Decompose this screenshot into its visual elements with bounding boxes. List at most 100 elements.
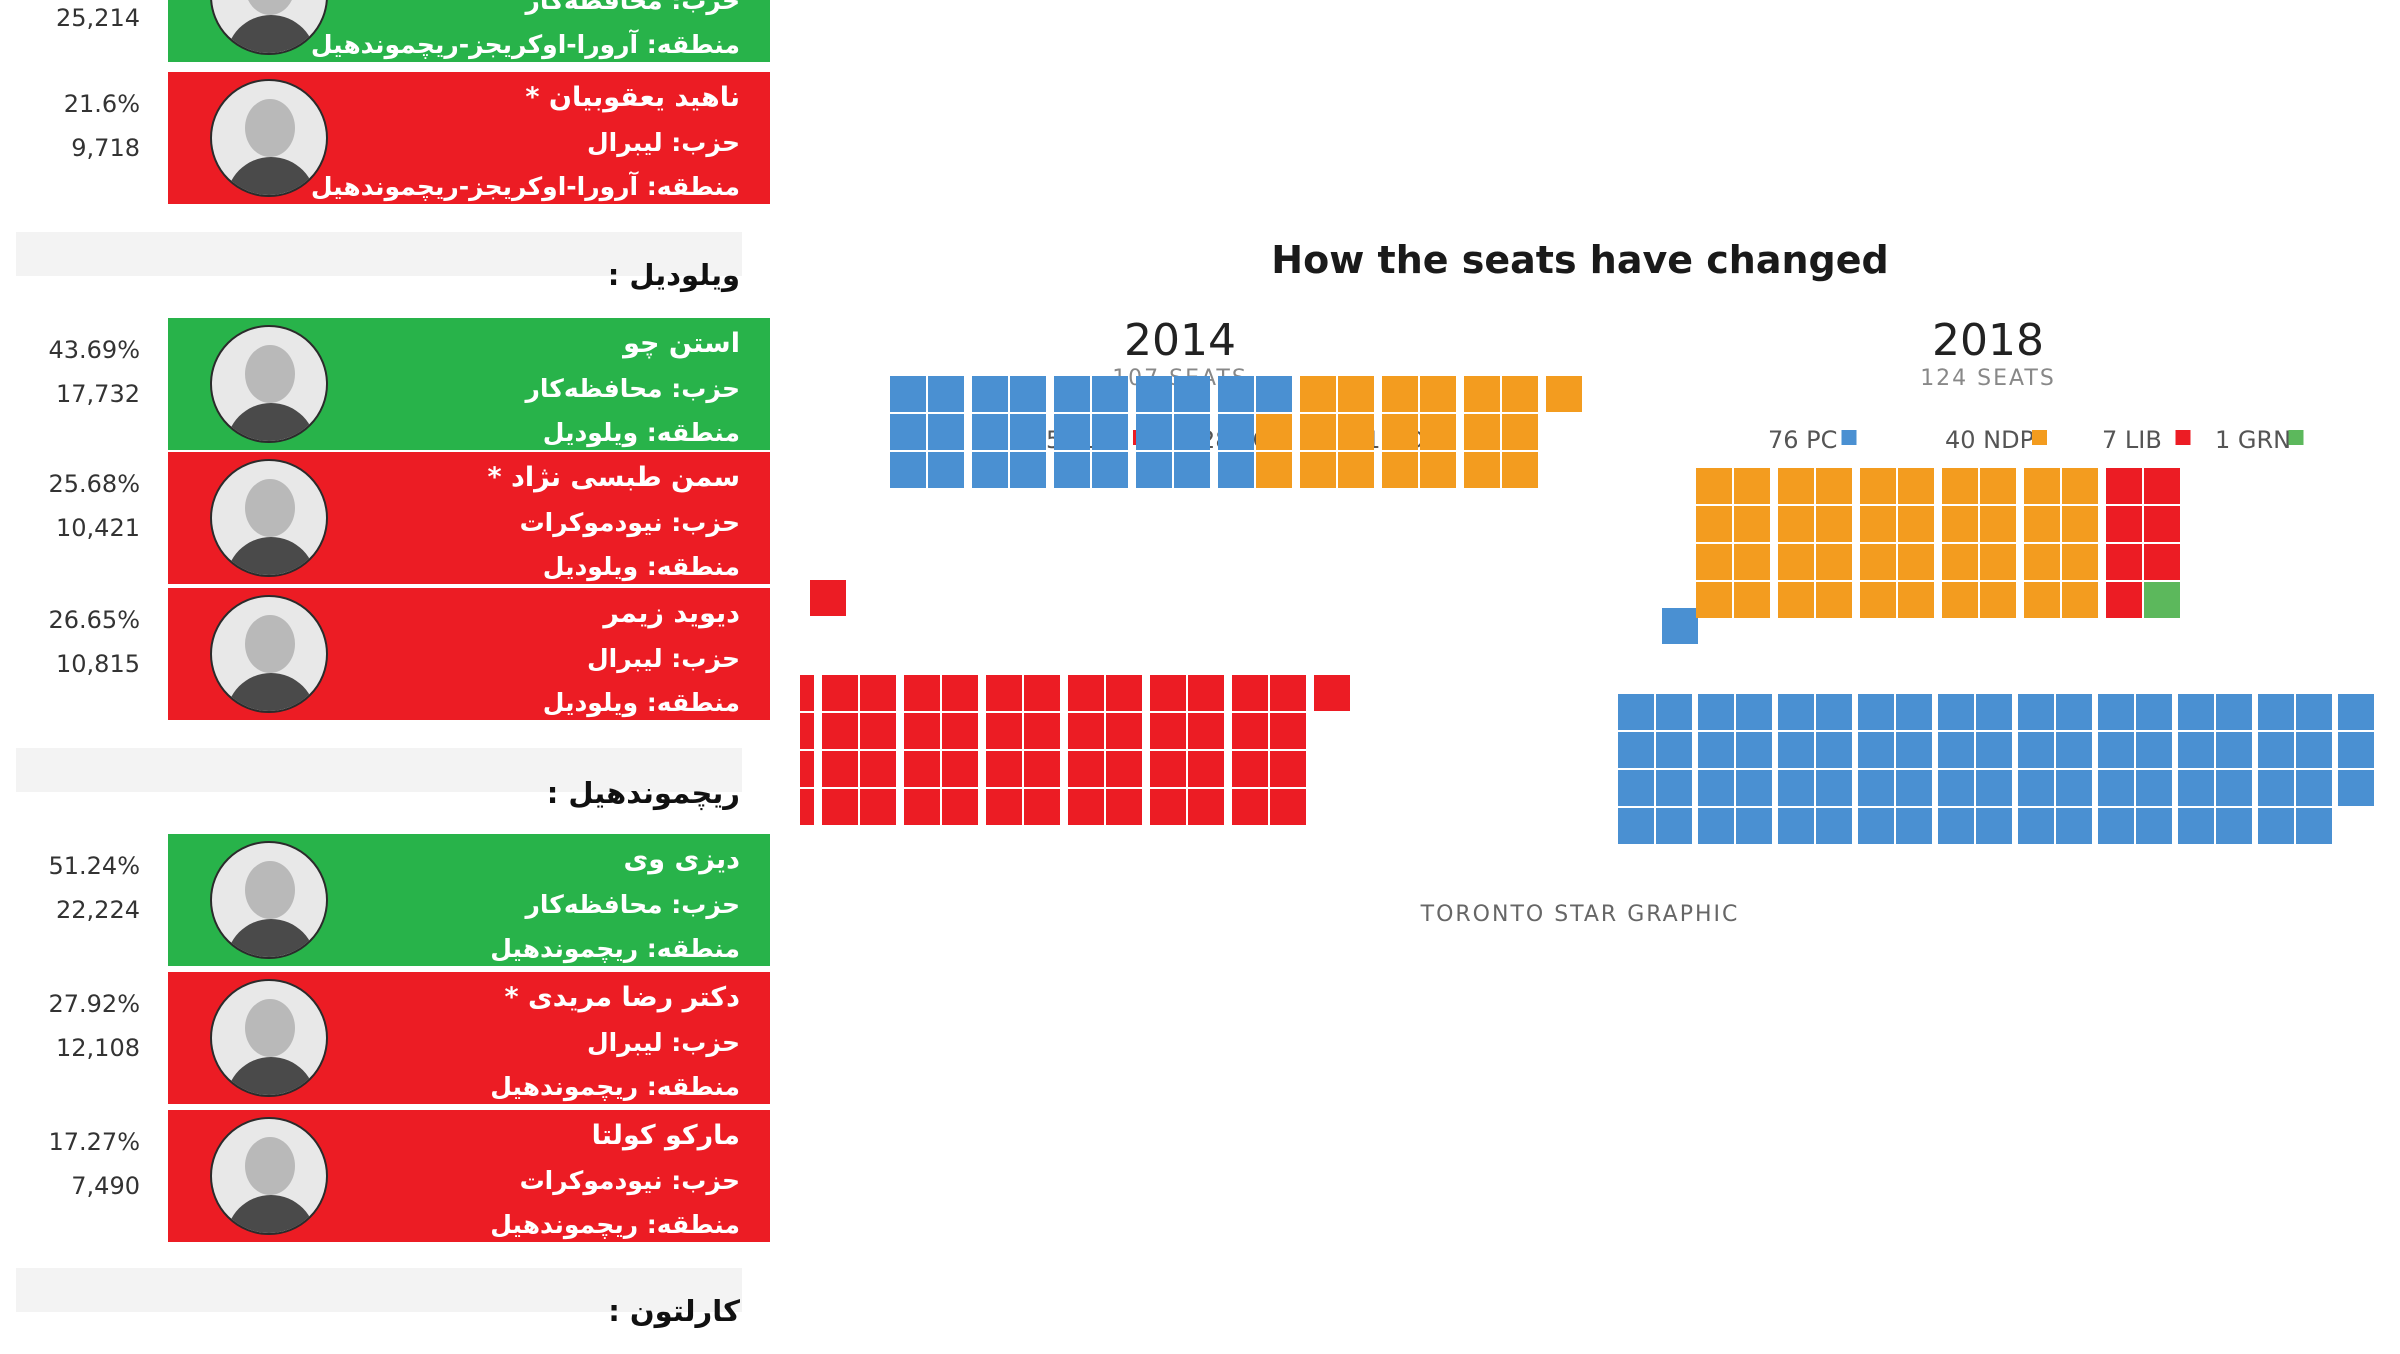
candidate-photo: [210, 325, 328, 443]
candidate-votes: 10,421: [56, 514, 140, 542]
seat-square: [1656, 770, 1692, 806]
seat-square: [2018, 694, 2054, 730]
candidate-party: حزب: لیبرال: [586, 1028, 740, 1057]
seat-square: [1270, 751, 1306, 787]
seat-chart: How the seats have changed TORONTO STAR …: [740, 0, 2400, 1350]
seat-square: [1778, 468, 1814, 504]
candidate-name: دیزی وی: [623, 844, 740, 875]
seat-square: [2144, 506, 2180, 542]
seat-square: [2258, 770, 2294, 806]
candidate-card[interactable]: دیوید زیمر حزب: لیبرال منطقه: ویلودیل: [168, 588, 770, 720]
seat-square: [890, 376, 926, 412]
candidate-card[interactable]: ناهید یعقوبیان * حزب: لیبرال منطقه: آرورا-…: [168, 72, 770, 204]
seat-square: [1778, 506, 1814, 542]
seat-square: [2056, 770, 2092, 806]
seat-square: [1010, 376, 1046, 412]
seat-square: [1338, 414, 1374, 450]
district-header: ویلودیل :: [607, 258, 740, 292]
seat-square: [1734, 582, 1770, 618]
seat-square: [2106, 544, 2142, 580]
seat-square: [1010, 452, 1046, 488]
seat-square: [1942, 468, 1978, 504]
chart-subtitle: 124 SEATS: [1920, 366, 2056, 391]
seat-square: [2296, 694, 2332, 730]
seat-square: [928, 414, 964, 450]
candidate-party: حزب: محافظه‌کار: [525, 890, 740, 919]
candidate-card[interactable]: دکتر رضا مریدی * حزب: لیبرال منطقه: ریچمون…: [168, 972, 770, 1104]
seat-square: [1420, 452, 1456, 488]
seat-square: [1976, 808, 2012, 844]
results-panel: 25,214 حزب: محافظه‌کار منطقه: آرورا-اوکر…: [0, 0, 780, 1350]
candidate-row: 25.68% 10,421 سمن طبسی نژاد * حزب: نیودموکر…: [0, 452, 780, 586]
seat-square: [1256, 376, 1292, 412]
seat-square: [2144, 582, 2180, 618]
seat-square: [822, 675, 858, 711]
seat-square: [2062, 506, 2098, 542]
seat-square: [822, 789, 858, 825]
legend-swatch: [2288, 430, 2304, 445]
candidate-photo: [210, 979, 328, 1097]
seat-square: [2056, 732, 2092, 768]
candidate-name: سمن طبسی نژاد *: [487, 462, 740, 493]
seat-square: [986, 751, 1022, 787]
seat-square: [1980, 582, 2016, 618]
seat-square: [778, 789, 814, 825]
candidate-party: حزب: لیبرال: [586, 644, 740, 673]
seat-square: [1696, 582, 1732, 618]
seat-square: [1618, 732, 1654, 768]
seat-square: [2056, 694, 2092, 730]
seat-square: [822, 713, 858, 749]
seat-square: [2056, 808, 2092, 844]
seat-square: [2024, 582, 2060, 618]
candidate-district: منطقه: ریچموندهیل: [490, 1210, 740, 1239]
candidate-row: 21.6% 9,718 ناهید یعقوبیان * حزب: لیبرال منط…: [0, 72, 780, 206]
seat-square: [1106, 789, 1142, 825]
seat-square: [1188, 789, 1224, 825]
seat-square: [2024, 506, 2060, 542]
seat-square: [1024, 675, 1060, 711]
seat-square: [942, 789, 978, 825]
candidate-card[interactable]: استن چو حزب: محافظه‌کار منطقه: ویلودیل: [168, 318, 770, 450]
seat-square: [2178, 732, 2214, 768]
seat-square: [1778, 582, 1814, 618]
seat-square: [2258, 732, 2294, 768]
seat-square: [1232, 751, 1268, 787]
seat-square: [1942, 544, 1978, 580]
seat-square: [942, 675, 978, 711]
seat-square: [1656, 694, 1692, 730]
seat-square: [1858, 770, 1894, 806]
section-divider: [16, 1268, 742, 1312]
seat-square: [1816, 732, 1852, 768]
seat-square: [1150, 789, 1186, 825]
candidate-district: منطقه: ریچموندهیل: [490, 934, 740, 963]
candidate-photo: [210, 79, 328, 197]
candidate-card[interactable]: سمن طبسی نژاد * حزب: نیودموکرات منطقه: ویل…: [168, 452, 770, 584]
seat-square: [1860, 544, 1896, 580]
seat-square: [1270, 713, 1306, 749]
seat-square: [904, 675, 940, 711]
seat-square: [2098, 732, 2134, 768]
seat-square: [1778, 544, 1814, 580]
seat-square: [1858, 694, 1894, 730]
seat-square: [2106, 468, 2142, 504]
legend-swatch: [2032, 430, 2047, 445]
seat-square: [2018, 732, 2054, 768]
seat-square: [860, 789, 896, 825]
candidate-percent: 43.69%: [48, 336, 140, 364]
seat-square: [1150, 713, 1186, 749]
seat-square: [1068, 713, 1104, 749]
candidate-district: منطقه: ویلودیل: [542, 552, 740, 581]
seat-square: [1696, 506, 1732, 542]
candidate-stats: 26.65% 10,815: [0, 598, 140, 686]
candidate-card[interactable]: حزب: محافظه‌کار منطقه: آرورا-اوکریجز-ریچ…: [168, 0, 770, 62]
legend-swatch: [2175, 430, 2191, 445]
seat-square: [1938, 770, 1974, 806]
candidate-card[interactable]: مارکو کولتا حزب: نیودموکرات منطقه: ریچموند…: [168, 1110, 770, 1242]
seat-square: [1382, 452, 1418, 488]
chart-year: 2018: [1932, 315, 2044, 366]
seat-square: [1502, 414, 1538, 450]
seat-square: [860, 713, 896, 749]
candidate-card[interactable]: دیزی وی حزب: محافظه‌کار منطقه: ریچموندهیل: [168, 834, 770, 966]
candidate-stats: 43.69% 17,732: [0, 328, 140, 416]
seat-square: [1736, 770, 1772, 806]
